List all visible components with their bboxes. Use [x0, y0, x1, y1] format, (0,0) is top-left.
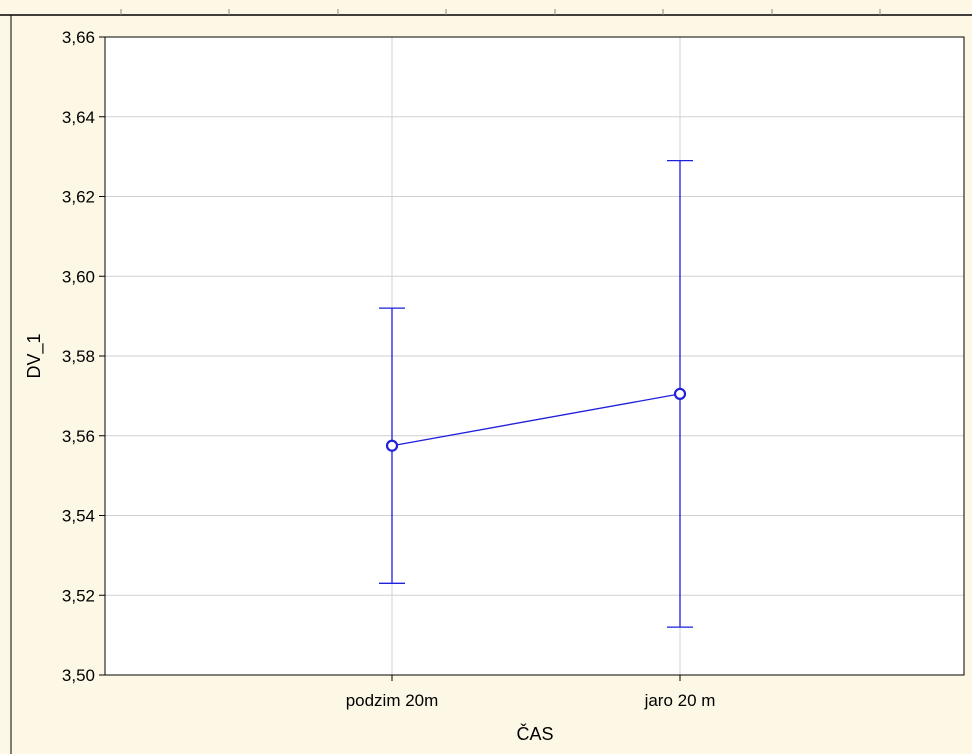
y-tick-label: 3,60	[62, 267, 95, 286]
y-tick-label: 3,62	[62, 188, 95, 207]
y-tick-label: 3,54	[62, 507, 95, 526]
y-tick-label: 3,52	[62, 586, 95, 605]
series-line	[391, 393, 681, 447]
x-tick-label: jaro 20 m	[644, 691, 716, 710]
y-tick-label: 3,56	[62, 427, 95, 446]
y-axis-title: DV_1	[24, 333, 45, 378]
y-tick-label: 3,50	[62, 666, 95, 685]
data-point	[673, 387, 687, 400]
x-axis: podzim 20m jaro 20 m	[346, 675, 716, 710]
series	[379, 159, 693, 628]
x-tick-label: podzim 20m	[346, 691, 439, 710]
y-tick-label: 3,66	[62, 28, 95, 47]
y-tick-label: 3,58	[62, 347, 95, 366]
data-point	[385, 439, 399, 452]
y-axis: 3,50 3,52 3,54 3,56 3,58 3,60 3,62 3,64 3,66	[62, 28, 105, 685]
x-axis-title: ČAS	[516, 723, 553, 744]
y-tick-label: 3,64	[62, 108, 95, 127]
top-frame-ticks	[120, 9, 881, 15]
